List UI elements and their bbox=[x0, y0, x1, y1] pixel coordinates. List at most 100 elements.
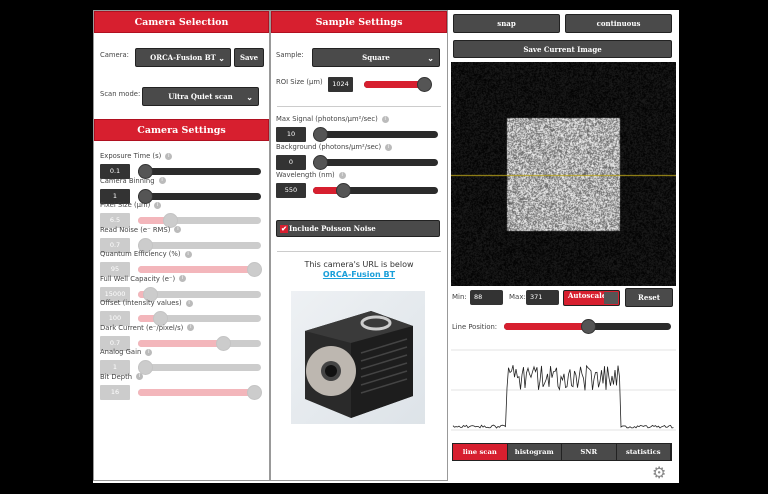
slider-fill bbox=[138, 388, 261, 396]
slider-thumb[interactable] bbox=[138, 188, 153, 204]
info-icon[interactable]: i bbox=[185, 299, 193, 307]
slider-thumb[interactable] bbox=[313, 127, 328, 142]
line-scan-plot bbox=[451, 349, 676, 431]
continuous-button[interactable]: continuous bbox=[565, 14, 672, 33]
slider-thumb[interactable] bbox=[138, 164, 153, 179]
info-icon[interactable]: i bbox=[385, 143, 393, 151]
camera-url-link[interactable]: ORCA-Fusion BT bbox=[322, 270, 396, 279]
info-icon[interactable]: i bbox=[174, 226, 182, 233]
setting-value: 6.5 bbox=[100, 213, 130, 228]
info-icon[interactable]: i bbox=[179, 275, 187, 282]
setting-row: Read Noise (e⁻ RMS) i 0.7 bbox=[100, 226, 265, 253]
slider-thumb[interactable] bbox=[336, 183, 351, 198]
info-icon[interactable]: i bbox=[145, 348, 153, 356]
setting-label-text: Quantum Efficiency (%) bbox=[100, 250, 181, 258]
info-icon[interactable]: i bbox=[381, 115, 389, 123]
line-position-slider[interactable] bbox=[504, 319, 671, 334]
setting-row: Background (photons/µm²/sec) i 0 bbox=[276, 143, 441, 170]
setting-value: 95 bbox=[100, 262, 130, 277]
setting-value: 1 bbox=[100, 360, 130, 375]
setting-value[interactable]: 0 bbox=[276, 155, 306, 170]
setting-slider[interactable] bbox=[313, 183, 438, 198]
camera-settings-header: Camera Settings bbox=[94, 119, 269, 141]
setting-slider[interactable] bbox=[313, 127, 438, 142]
chevron-down-icon: ⌄ bbox=[246, 92, 253, 102]
analysis-tabs: line scan histogram SNR statistics bbox=[452, 443, 672, 461]
toggle-knob bbox=[604, 292, 618, 304]
setting-label: Full Well Capacity (e⁻) i bbox=[100, 275, 187, 283]
setting-value[interactable]: 0.1 bbox=[100, 164, 130, 179]
sample-label: Sample: bbox=[276, 51, 304, 59]
tab-statistics[interactable]: statistics bbox=[616, 444, 671, 460]
setting-row: Bit Depth i 16 bbox=[100, 373, 265, 400]
sample-value: Square bbox=[362, 53, 390, 62]
sample-dropdown[interactable]: Square ⌄ bbox=[312, 48, 440, 67]
setting-label-text: Max Signal (photons/µm²/sec) bbox=[276, 115, 378, 123]
setting-value[interactable]: 10 bbox=[276, 127, 306, 142]
setting-value[interactable]: 1 bbox=[100, 188, 130, 204]
info-icon[interactable]: i bbox=[154, 201, 162, 209]
roi-slider[interactable] bbox=[364, 77, 432, 92]
setting-slider[interactable] bbox=[138, 188, 261, 204]
setting-label-text: Pixel Size (µm) bbox=[100, 201, 151, 209]
setting-slider bbox=[138, 311, 261, 326]
setting-row: Wavelength (nm) i 550 bbox=[276, 171, 441, 198]
slider-fill bbox=[138, 339, 223, 347]
chevron-down-icon: ⌄ bbox=[218, 53, 225, 63]
setting-value: 15000 bbox=[100, 286, 130, 302]
scan-mode-dropdown[interactable]: Ultra Quiet scan ⌄ bbox=[142, 87, 259, 106]
setting-slider bbox=[138, 237, 261, 253]
line-position-fill bbox=[504, 323, 588, 330]
roi-value[interactable]: 1024 bbox=[328, 77, 353, 92]
setting-label-text: Background (photons/µm²/sec) bbox=[276, 143, 382, 151]
slider-fill bbox=[313, 187, 343, 194]
setting-value[interactable]: 550 bbox=[276, 183, 306, 198]
poisson-noise-toggle[interactable]: ✔ Include Poisson Noise bbox=[276, 220, 440, 237]
setting-slider[interactable] bbox=[138, 164, 261, 179]
info-icon[interactable]: i bbox=[165, 152, 173, 160]
line-position-thumb[interactable] bbox=[580, 319, 596, 334]
info-icon[interactable]: i bbox=[136, 373, 144, 380]
setting-label-text: Camera Binning bbox=[100, 176, 155, 185]
camera-dropdown[interactable]: ORCA-Fusion BT ⌄ bbox=[135, 48, 231, 67]
save-current-image-button[interactable]: Save Current Image bbox=[453, 40, 672, 58]
max-input[interactable]: 371 bbox=[526, 290, 559, 305]
setting-slider bbox=[138, 213, 261, 228]
setting-label-text: Wavelength (nm) bbox=[276, 171, 335, 179]
setting-row: Max Signal (photons/µm²/sec) i 10 bbox=[276, 115, 441, 142]
tab-line-scan[interactable]: line scan bbox=[453, 444, 508, 460]
setting-row: Full Well Capacity (e⁻) i 15000 bbox=[100, 275, 265, 302]
setting-row: Offset (intensity values) i 100 bbox=[100, 299, 265, 326]
camera-product-image bbox=[291, 291, 425, 424]
slider-thumb bbox=[153, 311, 169, 326]
tab-histogram[interactable]: histogram bbox=[507, 444, 562, 460]
roi-slider-thumb[interactable] bbox=[417, 77, 432, 92]
slider-fill bbox=[138, 315, 161, 322]
setting-slider bbox=[138, 286, 261, 302]
info-icon[interactable]: i bbox=[158, 177, 166, 184]
checkbox-checked-icon[interactable]: ✔ bbox=[280, 224, 288, 233]
slider-thumb bbox=[143, 286, 159, 302]
autoscale-toggle[interactable]: Autoscale bbox=[563, 290, 620, 306]
setting-row: Exposure Time (s) i 0.1 bbox=[100, 152, 265, 179]
gear-icon[interactable]: ⚙ bbox=[652, 463, 667, 482]
slider-thumb bbox=[247, 384, 262, 400]
slider-thumb[interactable] bbox=[313, 155, 328, 170]
setting-value: 100 bbox=[100, 311, 130, 326]
info-icon[interactable]: i bbox=[184, 250, 192, 258]
slider-thumb bbox=[138, 360, 153, 375]
info-icon[interactable]: i bbox=[187, 324, 195, 331]
slider-fill bbox=[138, 217, 170, 224]
camera-selection-header: Camera Selection bbox=[94, 11, 269, 33]
setting-slider[interactable] bbox=[313, 155, 438, 170]
tab-SNR[interactable]: SNR bbox=[562, 444, 617, 460]
snap-button[interactable]: snap bbox=[453, 14, 560, 33]
reset-button[interactable]: Reset bbox=[625, 288, 673, 307]
min-input[interactable]: 88 bbox=[470, 290, 503, 305]
autoscale-label: Autoscale bbox=[568, 291, 607, 300]
simulated-camera-image[interactable] bbox=[451, 62, 676, 286]
info-icon[interactable]: i bbox=[338, 171, 346, 179]
save-camera-button[interactable]: Save bbox=[234, 48, 264, 67]
setting-row: Dark Current (e⁻/pixel/s) i 0.7 bbox=[100, 324, 265, 351]
sample-settings-header: Sample Settings bbox=[271, 11, 447, 33]
